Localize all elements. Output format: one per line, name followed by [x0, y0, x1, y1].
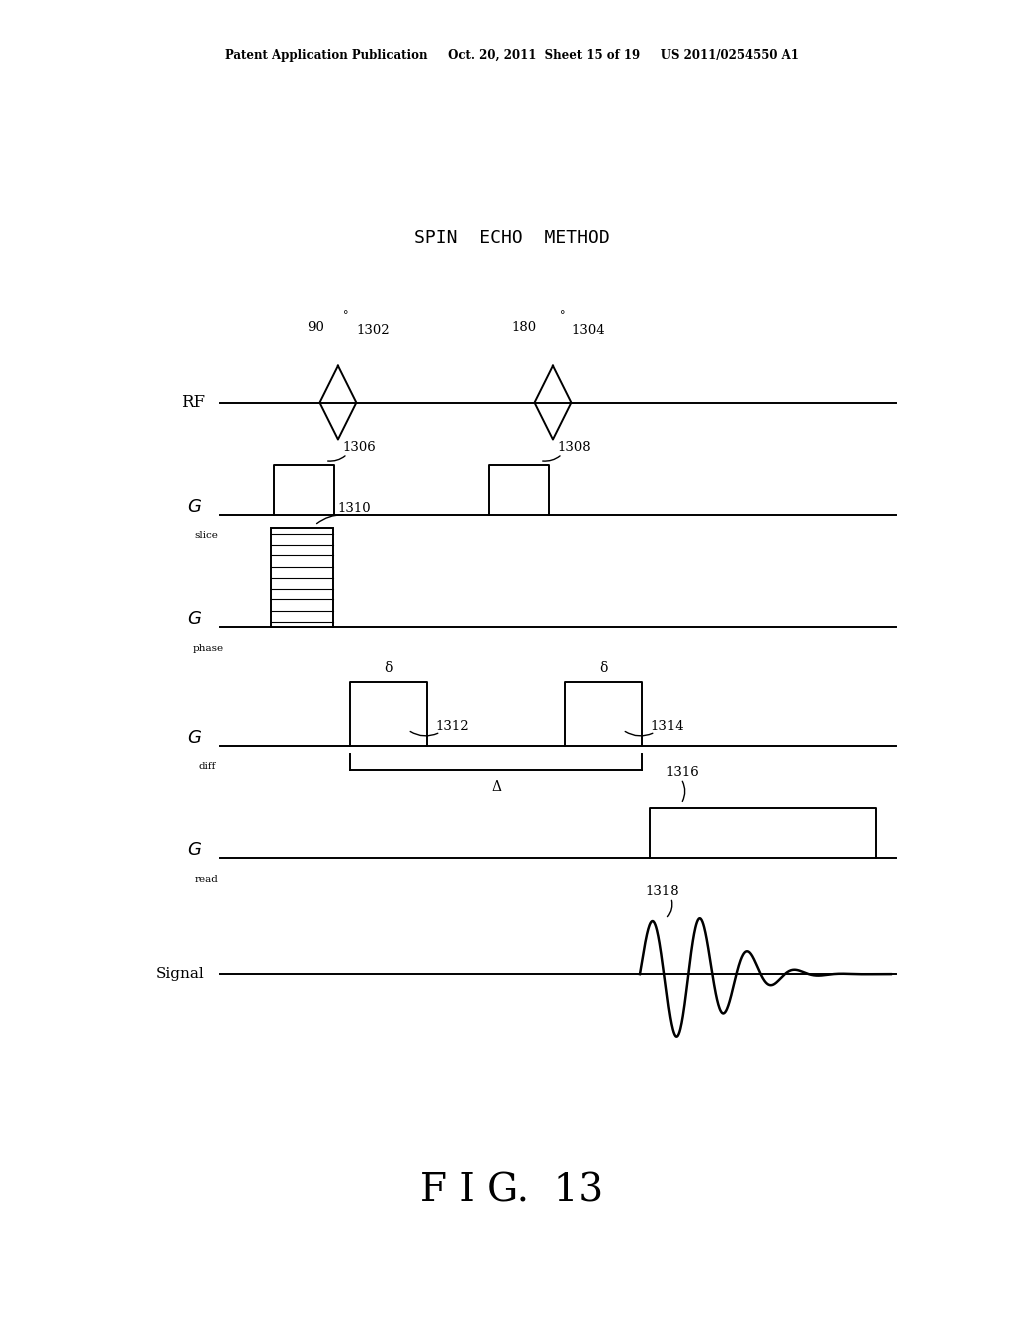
Text: 1318: 1318 — [645, 884, 679, 898]
Text: Patent Application Publication     Oct. 20, 2011  Sheet 15 of 19     US 2011/025: Patent Application Publication Oct. 20, … — [225, 49, 799, 62]
Text: F I G.  13: F I G. 13 — [421, 1172, 603, 1209]
Text: $\mathit{G}$: $\mathit{G}$ — [186, 729, 202, 747]
Text: °: ° — [343, 310, 348, 321]
Text: 1312: 1312 — [435, 721, 469, 734]
Text: $\mathit{G}$: $\mathit{G}$ — [186, 610, 202, 628]
Text: δ: δ — [384, 660, 393, 675]
Text: 1302: 1302 — [356, 323, 390, 337]
Text: 1316: 1316 — [666, 766, 699, 779]
Text: read: read — [195, 875, 218, 883]
Text: 1308: 1308 — [557, 441, 591, 454]
Text: Δ: Δ — [492, 780, 501, 795]
Text: 1310: 1310 — [338, 502, 372, 515]
Text: °: ° — [560, 310, 565, 321]
Text: RF: RF — [180, 395, 205, 411]
Text: phase: phase — [194, 644, 224, 652]
Text: δ: δ — [599, 660, 608, 675]
Text: Signal: Signal — [156, 968, 205, 981]
Text: slice: slice — [195, 532, 218, 540]
Text: $\mathit{G}$: $\mathit{G}$ — [186, 841, 202, 859]
Text: 90: 90 — [307, 321, 324, 334]
Text: 1306: 1306 — [342, 441, 376, 454]
Text: $\mathit{G}$: $\mathit{G}$ — [186, 498, 202, 516]
Text: SPIN  ECHO  METHOD: SPIN ECHO METHOD — [414, 228, 610, 247]
Bar — [271, 528, 333, 627]
Text: diff: diff — [199, 763, 216, 771]
Text: 1314: 1314 — [650, 721, 684, 734]
Text: 1304: 1304 — [571, 323, 605, 337]
Text: 180: 180 — [512, 321, 537, 334]
